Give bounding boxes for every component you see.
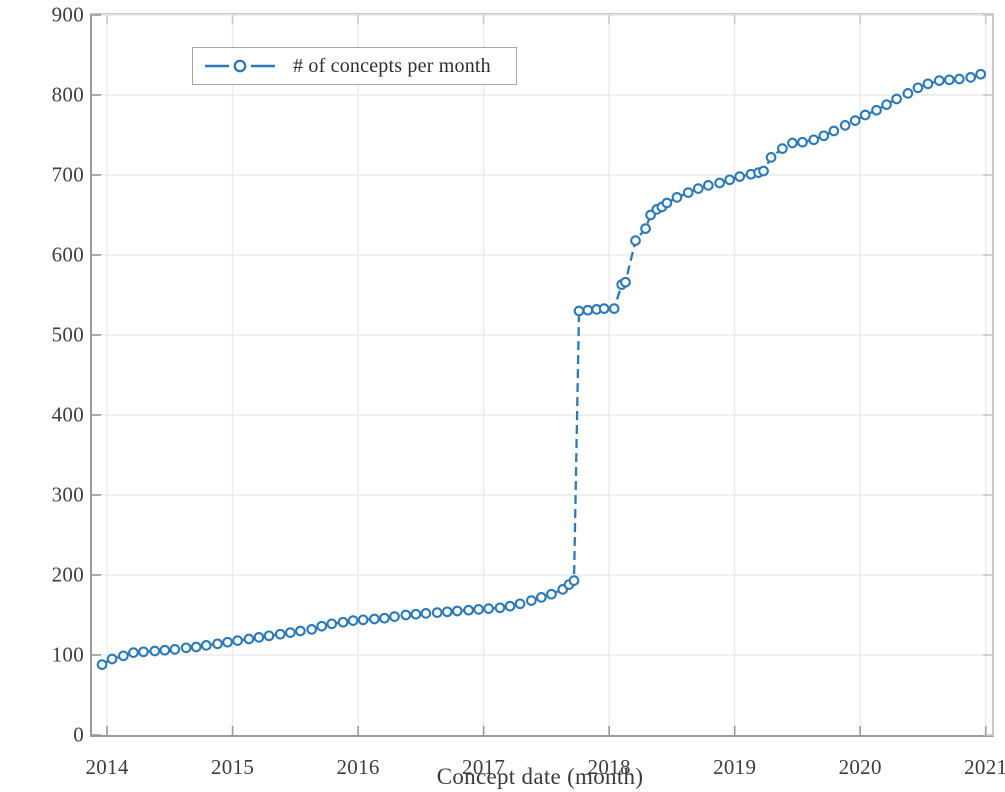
axis-ticks [92,14,992,736]
plot-area: 0 100 200 300 400 500 600 700 800 900 2014 2015 201… [52,3,1005,780]
y-tick-label: 600 [51,242,84,267]
y-tick-label: 500 [51,322,84,347]
x-tick-label: 2014 [85,755,129,779]
gridlines [92,14,992,735]
x-tick-label: 2021 [964,755,1005,779]
x-tick-label: 2020 [838,755,882,779]
x-tick-label: 2016 [336,755,380,779]
x-axis-title: Concept date (month) [436,764,644,789]
data-series [96,68,987,670]
x-tick-label: 2017 [462,755,506,779]
y-tick-label: 400 [51,402,84,427]
y-tick-label: 900 [51,2,84,27]
legend-label: # of concepts per month [293,54,491,77]
y-tick-label: 300 [51,482,84,507]
y-tick-label: 0 [73,722,84,747]
y-tick-label: 800 [51,82,84,107]
legend-sample [203,56,277,76]
y-tick-label: 200 [51,562,84,587]
x-tick-label: 2015 [210,755,255,779]
x-tick-label: 2019 [713,755,757,779]
y-tick-label: 100 [51,642,84,667]
chart-legend[interactable]: # of concepts per month [192,47,517,85]
x-tick-label: 2018 [587,755,631,779]
y-tick-label: 700 [51,162,84,187]
circle-marker-icon [233,59,247,73]
